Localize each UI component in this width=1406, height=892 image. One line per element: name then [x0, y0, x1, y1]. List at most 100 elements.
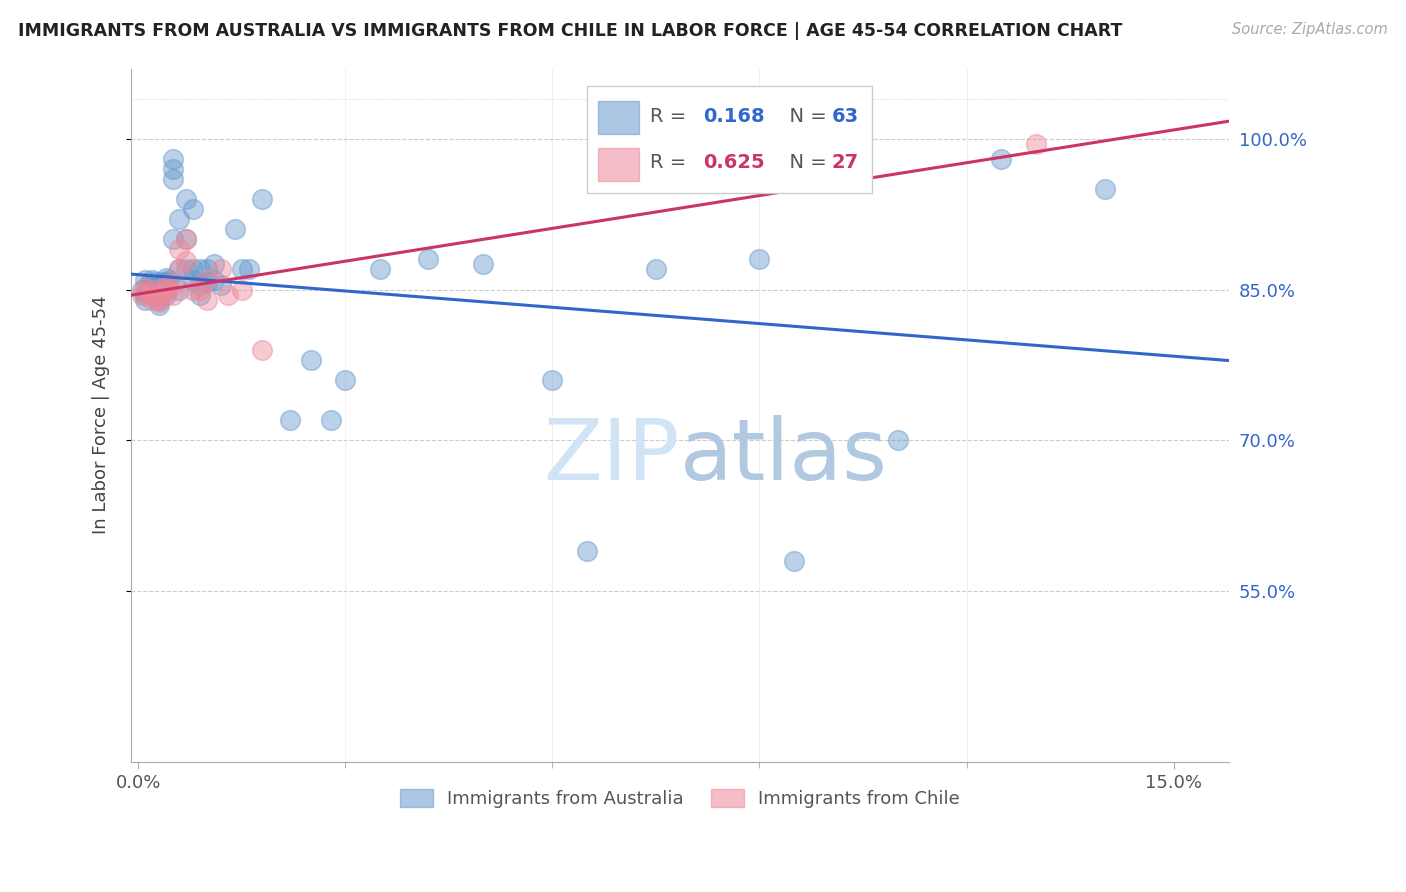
Point — [335, 373, 357, 387]
Point — [169, 262, 191, 277]
Point — [176, 254, 198, 268]
Point — [134, 287, 156, 301]
Point — [195, 293, 218, 307]
Point — [181, 272, 204, 286]
Point — [162, 172, 184, 186]
Text: 0.625: 0.625 — [703, 153, 765, 172]
Bar — [598, 147, 640, 181]
Point — [783, 554, 806, 568]
Point — [148, 287, 170, 301]
Point — [148, 294, 170, 309]
Point — [188, 262, 211, 277]
Point — [176, 232, 198, 246]
Point — [278, 413, 301, 427]
Point — [134, 280, 156, 294]
Text: 0.168: 0.168 — [703, 107, 765, 126]
Text: Source: ZipAtlas.com: Source: ZipAtlas.com — [1232, 22, 1388, 37]
Point — [155, 285, 177, 299]
Point — [141, 283, 163, 297]
Text: IMMIGRANTS FROM AUSTRALIA VS IMMIGRANTS FROM CHILE IN LABOR FORCE | AGE 45-54 CO: IMMIGRANTS FROM AUSTRALIA VS IMMIGRANTS … — [18, 22, 1122, 40]
Text: 63: 63 — [831, 107, 859, 126]
Text: 27: 27 — [831, 153, 859, 172]
Point — [886, 434, 908, 448]
Point — [162, 232, 184, 246]
Point — [188, 283, 211, 297]
Legend: Immigrants from Australia, Immigrants from Chile: Immigrants from Australia, Immigrants fr… — [394, 781, 967, 815]
Point — [162, 277, 184, 292]
Point — [416, 252, 439, 267]
Point — [176, 232, 198, 246]
Point — [155, 280, 177, 294]
Point — [141, 283, 163, 297]
Point — [252, 192, 274, 206]
Bar — [598, 101, 640, 135]
Point — [131, 287, 153, 301]
Point — [1094, 182, 1116, 196]
Point — [148, 277, 170, 292]
Point — [141, 277, 163, 292]
Point — [155, 277, 177, 292]
Point — [134, 293, 156, 307]
Point — [176, 262, 198, 277]
Point — [224, 222, 246, 236]
Point — [155, 283, 177, 297]
Y-axis label: In Labor Force | Age 45-54: In Labor Force | Age 45-54 — [93, 296, 110, 534]
Point — [169, 243, 191, 257]
Point — [575, 543, 598, 558]
Point — [748, 252, 770, 267]
Point — [238, 262, 260, 277]
Point — [150, 275, 173, 289]
Point — [990, 152, 1012, 166]
Point — [148, 298, 170, 312]
Point — [155, 287, 177, 301]
Point — [321, 413, 343, 427]
Text: N =: N = — [776, 153, 832, 172]
Point — [217, 287, 239, 301]
Point — [176, 192, 198, 206]
Point — [134, 272, 156, 286]
Point — [162, 161, 184, 176]
Text: ZIP: ZIP — [544, 416, 681, 499]
Point — [138, 277, 160, 292]
Text: R =: R = — [651, 107, 693, 126]
Point — [148, 293, 170, 307]
Point — [472, 257, 495, 271]
Point — [169, 283, 191, 297]
Point — [148, 283, 170, 297]
Point — [141, 287, 163, 301]
Point — [162, 152, 184, 166]
Point — [148, 293, 170, 307]
Point — [148, 287, 170, 301]
Point — [188, 277, 211, 292]
Point — [202, 257, 225, 271]
Point — [141, 293, 163, 307]
Point — [252, 343, 274, 357]
Bar — [586, 86, 872, 194]
Point — [209, 262, 232, 277]
Point — [231, 283, 253, 297]
Point — [162, 287, 184, 301]
Point — [181, 202, 204, 217]
Point — [299, 352, 322, 367]
Point — [134, 285, 156, 299]
Point — [138, 285, 160, 299]
Point — [169, 212, 191, 227]
Point — [195, 275, 218, 289]
Point — [644, 262, 666, 277]
Point — [169, 262, 191, 277]
Text: atlas: atlas — [681, 416, 889, 499]
Point — [157, 272, 180, 286]
Point — [188, 287, 211, 301]
Point — [541, 373, 564, 387]
Point — [195, 262, 218, 277]
Text: R =: R = — [651, 153, 693, 172]
Point — [368, 262, 391, 277]
Point — [141, 272, 163, 286]
Point — [155, 270, 177, 285]
Point — [181, 262, 204, 277]
Point — [143, 275, 166, 289]
Point — [209, 277, 232, 292]
Point — [202, 272, 225, 286]
Point — [131, 283, 153, 297]
Point — [181, 283, 204, 297]
